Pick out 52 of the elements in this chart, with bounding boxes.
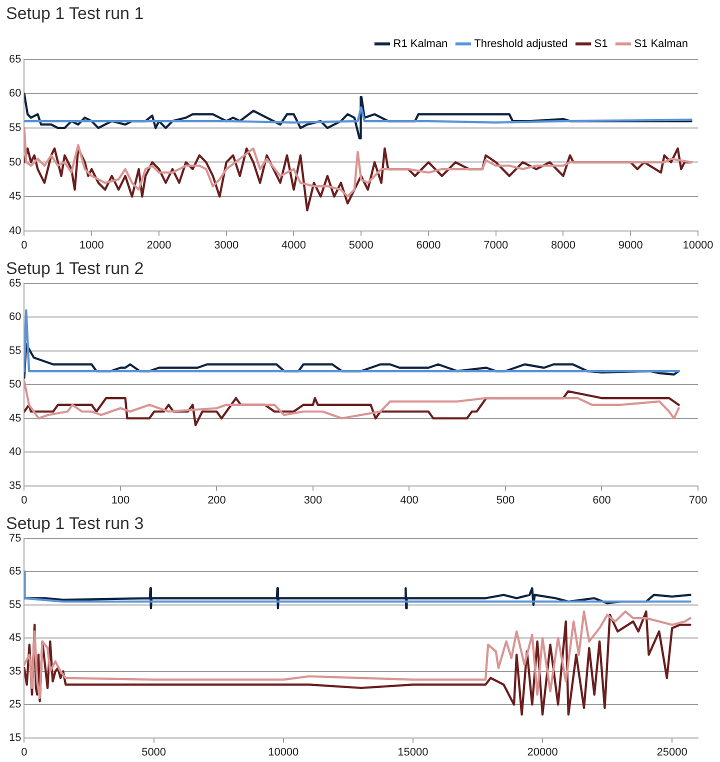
y-tick-label: 45 <box>8 412 22 424</box>
y-tick-label: 60 <box>8 88 22 100</box>
x-tick-label: 4000 <box>282 239 306 252</box>
y-tick-label: 55 <box>8 122 22 134</box>
x-tick-label: 500 <box>496 494 515 506</box>
y-tick-label: 65 <box>8 53 22 66</box>
x-tick-label: 1000 <box>79 239 104 252</box>
y-tick-label: 35 <box>8 480 22 492</box>
x-tick-label: 10000 <box>682 239 714 252</box>
y-tick-label: 25 <box>8 698 22 711</box>
x-tick-label: 20000 <box>527 746 558 758</box>
x-tick-label: 5000 <box>142 746 166 758</box>
chart-title: Setup 1 Test run 2 <box>6 258 144 278</box>
y-tick-label: 40 <box>8 446 22 458</box>
legend-label: R1 Kalman <box>393 38 448 50</box>
y-tick-label: 65 <box>8 277 22 290</box>
y-tick-label: 15 <box>8 732 22 744</box>
x-tick-label: 7000 <box>484 239 508 252</box>
chart-title: Setup 1 Test run 1 <box>6 4 144 23</box>
x-tick-label: 15000 <box>398 746 428 758</box>
y-tick-label: 60 <box>8 311 22 324</box>
y-tick-label: 45 <box>8 190 22 203</box>
x-tick-label: 10000 <box>268 746 299 758</box>
y-tick-label: 65 <box>8 566 22 578</box>
x-tick-label: 0 <box>21 239 28 252</box>
x-tick-label: 9000 <box>618 239 643 252</box>
y-tick-label: 35 <box>8 665 22 678</box>
y-tick-label: 40 <box>8 224 22 237</box>
x-tick-label: 8000 <box>551 239 576 252</box>
x-tick-label: 100 <box>111 494 130 506</box>
y-tick-label: 55 <box>8 598 22 611</box>
x-tick-label: 3000 <box>214 239 239 252</box>
y-tick-label: 75 <box>8 532 22 544</box>
x-tick-label: 400 <box>400 494 418 506</box>
x-tick-label: 700 <box>688 494 708 506</box>
y-tick-label: 50 <box>8 378 22 391</box>
x-tick-label: 6000 <box>416 239 441 252</box>
x-tick-label: 600 <box>592 494 611 506</box>
legend-label: S1 <box>594 38 608 50</box>
legend-label: Threshold adjusted <box>474 38 568 50</box>
x-tick-label: 0 <box>21 746 28 758</box>
chart-title: Setup 1 Test run 3 <box>6 514 144 533</box>
x-tick-label: 2000 <box>146 239 172 252</box>
x-tick-label: 300 <box>304 494 322 506</box>
y-tick-label: 45 <box>8 632 22 644</box>
x-tick-label: 0 <box>21 494 28 506</box>
y-tick-label: 55 <box>8 344 22 357</box>
x-tick-label: 25000 <box>656 746 688 758</box>
y-tick-label: 50 <box>8 156 22 168</box>
x-tick-label: 200 <box>208 494 226 506</box>
x-tick-label: 5000 <box>348 239 374 252</box>
legend-label: S1 Kalman <box>634 38 688 50</box>
